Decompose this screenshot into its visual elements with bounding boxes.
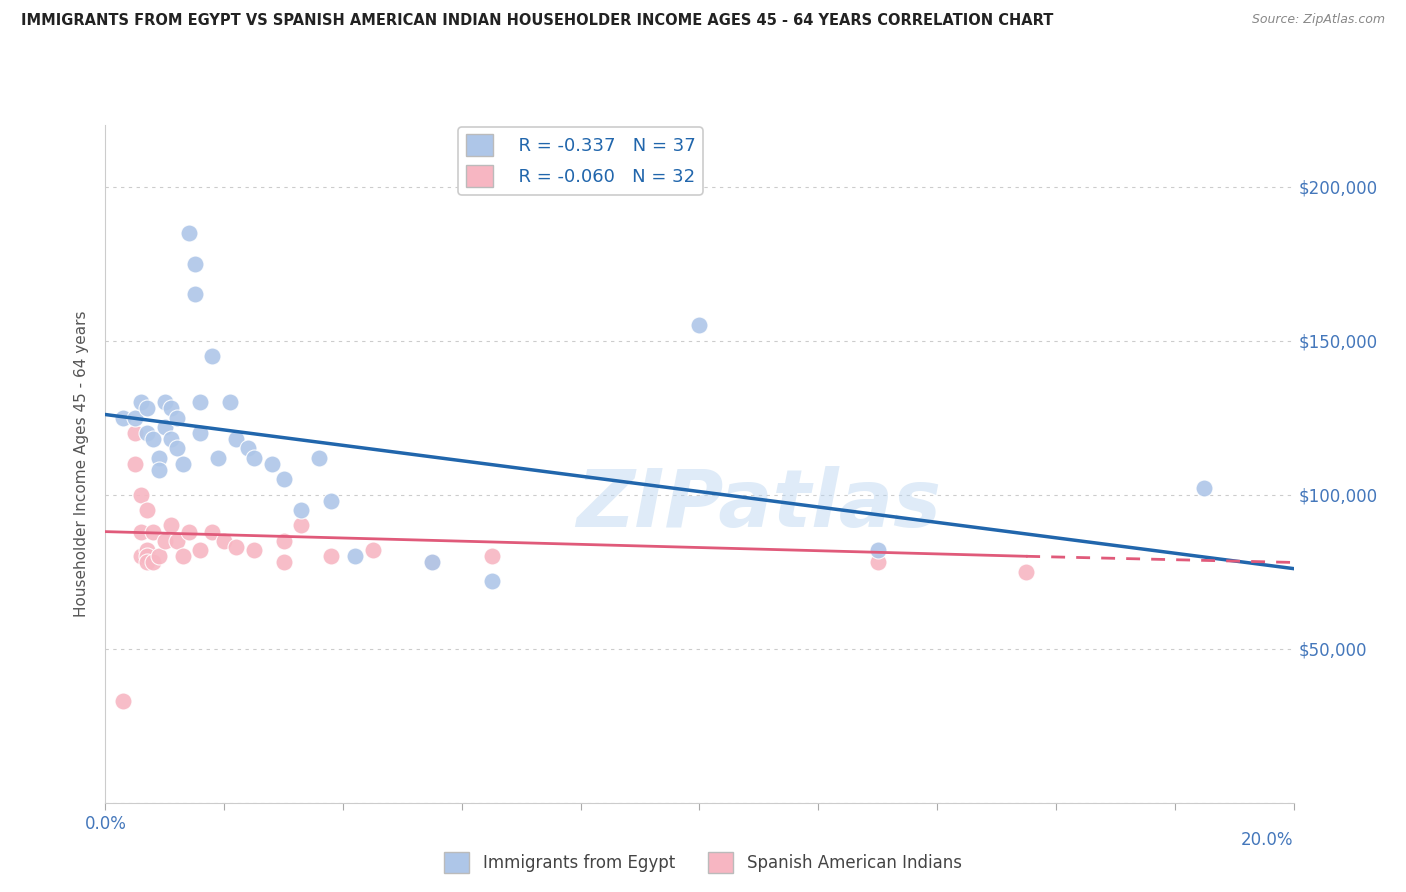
Point [290, 503, 312, 517]
Point [190, 543, 212, 558]
Point [148, 450, 170, 465]
Point [273, 533, 295, 548]
Point [153, 533, 176, 548]
Point [177, 524, 200, 539]
Point [866, 556, 889, 570]
Point [112, 410, 135, 425]
Point [183, 287, 205, 301]
Point [159, 518, 181, 533]
Point [343, 549, 366, 564]
Point [129, 524, 152, 539]
Point [308, 450, 330, 465]
Point [148, 463, 170, 477]
Point [225, 540, 247, 554]
Point [142, 432, 165, 446]
Point [1015, 565, 1038, 579]
Point [172, 457, 194, 471]
Point [142, 556, 165, 570]
Point [866, 543, 889, 558]
Point [243, 450, 266, 465]
Text: ZIPatlas: ZIPatlas [576, 466, 942, 543]
Point [136, 543, 159, 558]
Point [166, 533, 188, 548]
Point [129, 395, 152, 409]
Point [148, 549, 170, 564]
Point [172, 549, 194, 564]
Legend: Immigrants from Egypt, Spanish American Indians: Immigrants from Egypt, Spanish American … [437, 846, 969, 880]
Point [129, 549, 152, 564]
Point [136, 556, 159, 570]
Point [321, 549, 343, 564]
Legend:   R = -0.337   N = 37,   R = -0.060   N = 32: R = -0.337 N = 37, R = -0.060 N = 32 [458, 128, 703, 194]
Point [689, 318, 711, 333]
Point [321, 493, 343, 508]
Point [201, 349, 224, 363]
Point [1194, 482, 1216, 496]
Point [153, 420, 176, 434]
Point [190, 395, 212, 409]
Point [136, 401, 159, 416]
Point [136, 503, 159, 517]
Point [420, 556, 443, 570]
Point [361, 543, 384, 558]
Point [219, 395, 242, 409]
Point [201, 524, 224, 539]
Point [124, 410, 146, 425]
Point [129, 488, 152, 502]
Point [183, 256, 205, 270]
Point [166, 442, 188, 456]
Point [214, 533, 236, 548]
Point [153, 395, 176, 409]
Point [136, 425, 159, 440]
Point [124, 457, 146, 471]
Point [112, 694, 135, 708]
Y-axis label: Householder Income Ages 45 - 64 years: Householder Income Ages 45 - 64 years [75, 310, 90, 617]
Point [136, 549, 159, 564]
Point [142, 524, 165, 539]
Point [159, 432, 181, 446]
Point [124, 425, 146, 440]
Point [420, 556, 443, 570]
Point [236, 442, 259, 456]
Point [290, 518, 312, 533]
Point [225, 432, 247, 446]
Point [159, 401, 181, 416]
Text: 20.0%: 20.0% [1241, 830, 1294, 848]
Point [166, 410, 188, 425]
Point [243, 543, 266, 558]
Point [273, 556, 295, 570]
Point [481, 574, 503, 588]
Text: Source: ZipAtlas.com: Source: ZipAtlas.com [1251, 13, 1385, 27]
Text: IMMIGRANTS FROM EGYPT VS SPANISH AMERICAN INDIAN HOUSEHOLDER INCOME AGES 45 - 64: IMMIGRANTS FROM EGYPT VS SPANISH AMERICA… [21, 13, 1053, 29]
Point [481, 549, 503, 564]
Point [190, 425, 212, 440]
Point [260, 457, 283, 471]
Point [273, 472, 295, 486]
Point [207, 450, 229, 465]
Point [177, 226, 200, 240]
